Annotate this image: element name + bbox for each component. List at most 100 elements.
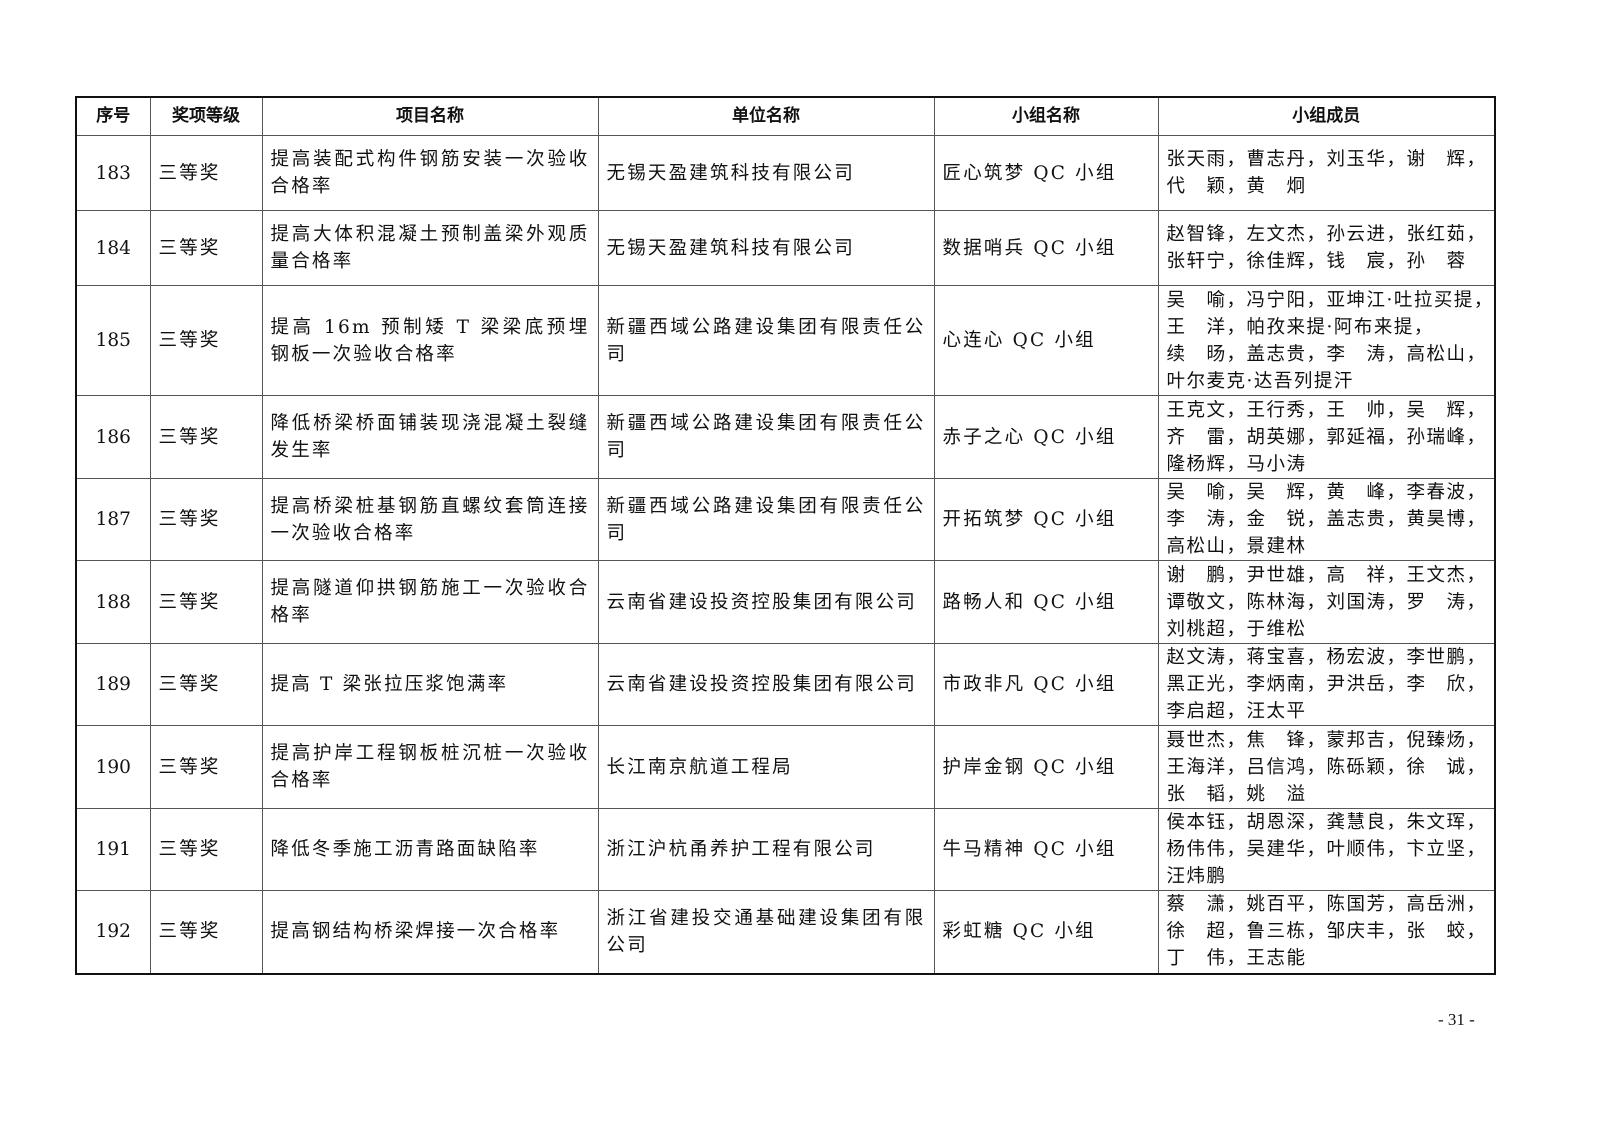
cell-unit: 长江南京航道工程局: [597, 725, 935, 809]
cell-no: 185: [75, 285, 151, 396]
cell-group: 心连心 QC 小组: [933, 285, 1159, 396]
member-line: 张 韬，姚 溢: [1166, 783, 1307, 805]
member-line: 杨伟伟，吴建华，叶顺伟，卞立坚，: [1166, 839, 1487, 860]
cell-level: 三等奖: [149, 395, 263, 479]
member-line: 张天雨，曹志丹，刘玉华，谢 辉，: [1166, 149, 1487, 170]
member-line: 隆杨辉，马小涛: [1166, 453, 1307, 475]
cell-no: 183: [75, 135, 151, 211]
cell-project: 提高 T 梁张拉压浆饱满率: [261, 643, 599, 726]
table-row: 184 三等奖 提高大体积混凝土预制盖梁外观质量合格率 无锡天盈建筑科技有限公司 数据哨…: [75, 210, 1496, 286]
cell-group: 护岸金钢 QC 小组: [933, 725, 1159, 809]
cell-group: 开拓筑梦 QC 小组: [933, 478, 1159, 561]
cell-unit: 云南省建设投资控股集团有限公司: [597, 643, 935, 726]
cell-project: 提高大体积混凝土预制盖梁外观质量合格率: [261, 210, 599, 286]
member-line: 刘桃超，于维松: [1166, 618, 1307, 640]
member-line: 徐 超，鲁三栋，邹庆丰，张 蛟，: [1166, 921, 1487, 943]
cell-level: 三等奖: [149, 725, 263, 809]
cell-project: 提高护岸工程钢板桩沉桩一次验收合格率: [261, 725, 599, 809]
cell-project: 提高隧道仰拱钢筋施工一次验收合格率: [261, 560, 599, 644]
member-line: 聂世杰，焦 锋，蒙邦吉，倪臻炀，: [1166, 729, 1487, 751]
member-line: 丁 伟，王志能: [1166, 948, 1307, 970]
cell-unit: 新疆西域公路建设集团有限责任公司: [597, 478, 935, 561]
cell-members: 赵文涛，蒋宝喜，杨宏波，李世鹏， 黑正光，李炳南，尹洪岳，李 欣， 李启超，汪太平: [1157, 643, 1496, 726]
member-line: 叶尔麦克·达吾列提汗: [1166, 370, 1354, 392]
header-project: 项目名称: [261, 96, 599, 136]
cell-level: 三等奖: [149, 890, 263, 974]
member-line: 谢 鹏，尹世雄，高 祥，王文杰，: [1166, 564, 1487, 586]
member-line: 王克文，王行秀，王 帅，吴 辉，: [1166, 399, 1487, 421]
cell-members: 王克文，王行秀，王 帅，吴 辉， 齐 雷，胡英娜，郭延福，孙瑞峰， 隆杨辉，马小涛: [1157, 395, 1496, 479]
member-line: 王 洋，帕孜来提·阿布来提，: [1166, 316, 1434, 338]
cell-project: 降低冬季施工沥青路面缺陷率: [261, 808, 599, 891]
table-header-row: 序号 奖项等级 项目名称 单位名称 小组名称 小组成员: [75, 96, 1496, 136]
table-row: 189 三等奖 提高 T 梁张拉压浆饱满率 云南省建设投资控股集团有限公司 市政非凡 Q…: [75, 643, 1496, 726]
member-line: 李 涛，金 锐，盖志贵，黄昊博，: [1166, 509, 1487, 530]
member-line: 黑正光，李炳南，尹洪岳，李 欣，: [1166, 674, 1487, 695]
table-row: 192 三等奖 提高钢结构桥梁焊接一次合格率 浙江省建投交通基础建设集团有限公司 彩虹糖…: [75, 890, 1496, 974]
cell-level: 三等奖: [149, 285, 263, 396]
member-line: 吴 喻，冯宁阳，亚坤江·吐拉买提，: [1166, 289, 1494, 311]
member-line: 续 旸，盖志贵，李 涛，高松山，: [1166, 343, 1487, 365]
cell-unit: 无锡天盈建筑科技有限公司: [597, 135, 935, 211]
cell-group: 市政非凡 QC 小组: [933, 643, 1159, 726]
cell-members: 谢 鹏，尹世雄，高 祥，王文杰， 谭敬文，陈林海，刘国涛，罗 涛， 刘桃超，于维松: [1157, 560, 1496, 644]
cell-group: 彩虹糖 QC 小组: [933, 890, 1159, 974]
table-row: 190 三等奖 提高护岸工程钢板桩沉桩一次验收合格率 长江南京航道工程局 护岸金钢 QC…: [75, 725, 1496, 809]
member-line: 侯本钰，胡恩深，龚慧良，朱文珲，: [1166, 812, 1487, 833]
cell-group: 数据哨兵 QC 小组: [933, 210, 1159, 286]
cell-members: 侯本钰，胡恩深，龚慧良，朱文珲， 杨伟伟，吴建华，叶顺伟，卞立坚， 汪炜鹏: [1157, 808, 1496, 891]
cell-group: 牛马精神 QC 小组: [933, 808, 1159, 891]
member-line: 蔡 潇，姚百平，陈国芳，高岳洲，: [1166, 894, 1487, 916]
cell-unit: 浙江沪杭甬养护工程有限公司: [597, 808, 935, 891]
member-line: 吴 喻，吴 辉，黄 峰，李春波，: [1166, 482, 1487, 503]
header-no: 序号: [75, 96, 151, 136]
table-row: 188 三等奖 提高隧道仰拱钢筋施工一次验收合格率 云南省建设投资控股集团有限公司 路畅…: [75, 560, 1496, 644]
header-group: 小组名称: [933, 96, 1159, 136]
member-line: 谭敬文，陈林海，刘国涛，罗 涛，: [1166, 591, 1487, 613]
cell-project: 提高桥梁桩基钢筋直螺纹套筒连接一次验收合格率: [261, 478, 599, 561]
cell-project: 提高钢结构桥梁焊接一次合格率: [261, 890, 599, 974]
table-row: 185 三等奖 提高 16m 预制矮 T 梁梁底预埋钢板一次验收合格率 新疆西域公路建…: [75, 285, 1496, 396]
member-line: 汪炜鹏: [1166, 866, 1227, 887]
table-row: 183 三等奖 提高装配式构件钢筋安装一次验收合格率 无锡天盈建筑科技有限公司 匠心筑梦…: [75, 135, 1496, 211]
cell-no: 191: [75, 808, 151, 891]
cell-unit: 新疆西域公路建设集团有限责任公司: [597, 395, 935, 479]
member-line: 齐 雷，胡英娜，郭延福，孙瑞峰，: [1166, 426, 1487, 448]
table-row: 191 三等奖 降低冬季施工沥青路面缺陷率 浙江沪杭甬养护工程有限公司 牛马精神 QC …: [75, 808, 1496, 891]
cell-level: 三等奖: [149, 135, 263, 211]
cell-members: 聂世杰，焦 锋，蒙邦吉，倪臻炀， 王海洋，吕信鸿，陈砾颖，徐 诚， 张 韬，姚 溢: [1157, 725, 1496, 809]
member-line: 张轩宁，徐佳辉，钱 宸，孙 蓉: [1166, 251, 1467, 272]
cell-members: 蔡 潇，姚百平，陈国芳，高岳洲， 徐 超，鲁三栋，邹庆丰，张 蛟， 丁 伟，王志能: [1157, 890, 1496, 974]
cell-no: 187: [75, 478, 151, 561]
member-line: 李启超，汪太平: [1166, 701, 1307, 722]
cell-project: 提高 16m 预制矮 T 梁梁底预埋钢板一次验收合格率: [261, 285, 599, 396]
cell-members: 赵智锋，左文杰，孙云进，张红茹， 张轩宁，徐佳辉，钱 宸，孙 蓉: [1157, 210, 1496, 286]
cell-level: 三等奖: [149, 210, 263, 286]
cell-group: 路畅人和 QC 小组: [933, 560, 1159, 644]
cell-group: 匠心筑梦 QC 小组: [933, 135, 1159, 211]
cell-no: 188: [75, 560, 151, 644]
cell-no: 184: [75, 210, 151, 286]
cell-level: 三等奖: [149, 808, 263, 891]
cell-no: 192: [75, 890, 151, 974]
header-members: 小组成员: [1157, 96, 1496, 136]
member-line: 王海洋，吕信鸿，陈砾颖，徐 诚，: [1166, 756, 1487, 778]
cell-level: 三等奖: [149, 478, 263, 561]
member-line: 赵智锋，左文杰，孙云进，张红茹，: [1166, 224, 1487, 245]
cell-project: 降低桥梁桥面铺装现浇混凝土裂缝发生率: [261, 395, 599, 479]
cell-level: 三等奖: [149, 643, 263, 726]
awards-table: 序号 奖项等级 项目名称 单位名称 小组名称 小组成员 183 三等奖 提高装配式构…: [75, 96, 1496, 975]
table-row: 186 三等奖 降低桥梁桥面铺装现浇混凝土裂缝发生率 新疆西域公路建设集团有限责任公司…: [75, 395, 1496, 479]
cell-unit: 新疆西域公路建设集团有限责任公司: [597, 285, 935, 396]
cell-no: 189: [75, 643, 151, 726]
header-level: 奖项等级: [149, 96, 263, 136]
member-line: 赵文涛，蒋宝喜，杨宏波，李世鹏，: [1166, 647, 1487, 668]
cell-unit: 浙江省建投交通基础建设集团有限公司: [597, 890, 935, 974]
cell-group: 赤子之心 QC 小组: [933, 395, 1159, 479]
member-line: 代 颖，黄 炯: [1166, 176, 1307, 197]
cell-members: 张天雨，曹志丹，刘玉华，谢 辉， 代 颖，黄 炯: [1157, 135, 1496, 211]
cell-project: 提高装配式构件钢筋安装一次验收合格率: [261, 135, 599, 211]
cell-level: 三等奖: [149, 560, 263, 644]
cell-unit: 无锡天盈建筑科技有限公司: [597, 210, 935, 286]
cell-members: 吴 喻，冯宁阳，亚坤江·吐拉买提， 王 洋，帕孜来提·阿布来提， 续 旸，盖志贵，李…: [1157, 285, 1496, 396]
